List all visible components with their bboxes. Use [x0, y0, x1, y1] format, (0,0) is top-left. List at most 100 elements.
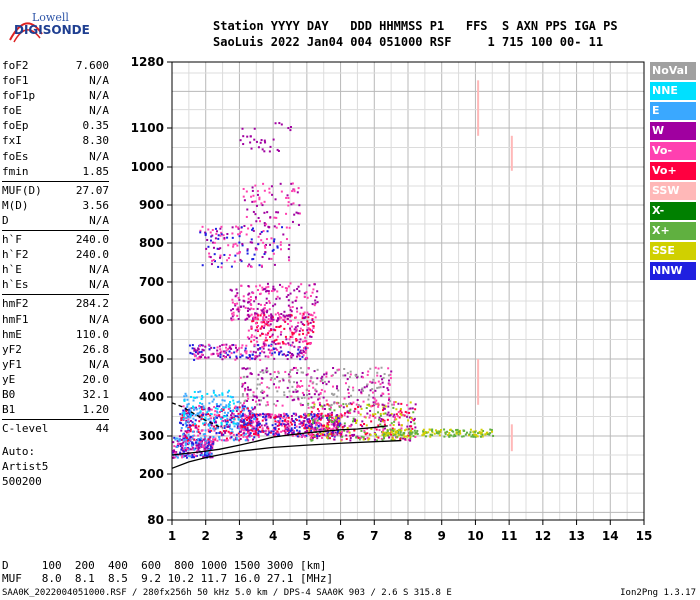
echo-point: [183, 413, 186, 416]
echo-point: [196, 427, 199, 430]
echo-point: [234, 422, 237, 425]
echo-point: [312, 435, 315, 438]
echo-point: [202, 422, 205, 425]
echo-point: [216, 349, 219, 352]
echo-point: [322, 431, 325, 434]
echo-point: [256, 355, 259, 358]
echo-point: [257, 243, 260, 246]
echo-point: [382, 430, 385, 433]
echo-point: [189, 435, 192, 438]
echo-point: [293, 188, 296, 191]
echo-point: [248, 315, 251, 318]
echo-point: [352, 417, 355, 420]
echo-point: [393, 428, 396, 431]
echo-point: [349, 437, 352, 440]
echo-point: [293, 398, 296, 401]
echo-point: [242, 413, 245, 416]
param-key: h`F: [2, 233, 22, 247]
echo-point: [184, 454, 187, 457]
echo-point: [276, 424, 279, 427]
echo-point: [316, 301, 319, 304]
echo-point: [217, 234, 220, 237]
echo-point: [267, 344, 270, 347]
echo-point: [257, 429, 260, 432]
echo-point: [274, 347, 277, 350]
echo-point: [217, 265, 220, 268]
echo-point: [188, 442, 191, 445]
echo-point: [301, 404, 304, 407]
echo-point: [183, 411, 186, 414]
echo-point: [220, 439, 223, 442]
echo-point: [287, 256, 290, 259]
echo-point: [406, 425, 409, 428]
echo-point: [241, 344, 244, 347]
echo-point: [217, 415, 220, 418]
echo-point: [288, 390, 291, 393]
echo-point: [300, 422, 303, 425]
echo-point: [243, 426, 246, 429]
echo-point: [249, 298, 252, 301]
echo-point: [321, 433, 324, 436]
echo-point: [287, 201, 290, 204]
echo-point: [256, 318, 259, 321]
echo-point: [349, 408, 352, 411]
echo-point: [277, 311, 280, 314]
echo-point: [302, 433, 305, 436]
echo-point: [263, 150, 266, 153]
echo-point: [377, 411, 380, 414]
echo-point: [205, 357, 208, 360]
echo-point: [176, 456, 179, 459]
echo-point: [321, 405, 324, 408]
echo-point: [288, 259, 291, 262]
echo-point: [182, 423, 185, 426]
echo-point: [251, 189, 254, 192]
echo-point: [180, 422, 183, 425]
echo-point: [399, 438, 402, 441]
echo-point: [213, 421, 216, 424]
echo-point: [250, 303, 253, 306]
echo-point: [391, 428, 394, 431]
echo-point: [263, 222, 266, 225]
echo-point: [263, 424, 266, 427]
echo-point: [256, 340, 259, 343]
echo-point: [312, 331, 315, 334]
echo-point: [213, 429, 216, 432]
echo-point: [309, 438, 312, 441]
echo-point: [285, 429, 288, 432]
echo-point: [209, 440, 212, 443]
echo-point: [325, 383, 328, 386]
echo-point: [316, 408, 319, 411]
echo-point: [383, 435, 386, 438]
echo-point: [269, 216, 272, 219]
logo-mark: [9, 22, 43, 43]
echo-point: [277, 370, 280, 373]
echo-point: [250, 336, 253, 339]
echo-point: [324, 428, 327, 431]
echo-point: [182, 435, 185, 438]
param-key: foF1p: [2, 89, 36, 103]
echo-point: [248, 367, 251, 370]
echo-point: [203, 449, 206, 452]
echo-point: [248, 389, 251, 392]
echo-point: [272, 428, 275, 431]
echo-point: [376, 374, 379, 377]
echo-point: [454, 435, 457, 438]
echo-point: [343, 424, 346, 427]
echo-point: [399, 407, 402, 410]
echo-point: [276, 421, 279, 424]
echo-point: [341, 426, 344, 429]
echo-point: [331, 434, 334, 437]
echo-point: [298, 430, 301, 433]
echo-point: [262, 230, 265, 233]
echo-point: [211, 400, 214, 403]
echo-point: [299, 312, 302, 315]
echo-point: [321, 407, 324, 410]
echo-point: [245, 233, 248, 236]
param-row: h`Es N/A: [2, 277, 109, 292]
echo-point: [298, 330, 301, 333]
echo-point: [249, 314, 252, 317]
echo-point: [289, 306, 292, 309]
echo-point: [263, 307, 266, 310]
echo-point: [378, 418, 381, 421]
echo-point: [235, 350, 238, 353]
